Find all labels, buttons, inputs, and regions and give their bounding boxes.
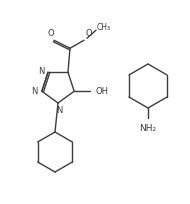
Text: N: N: [56, 106, 62, 115]
Text: O: O: [48, 29, 54, 38]
Text: N: N: [32, 87, 38, 96]
Text: N: N: [38, 67, 44, 76]
Text: O: O: [86, 29, 93, 38]
Text: CH₃: CH₃: [97, 23, 111, 32]
Text: OH: OH: [95, 87, 108, 96]
Text: NH₂: NH₂: [139, 124, 157, 133]
